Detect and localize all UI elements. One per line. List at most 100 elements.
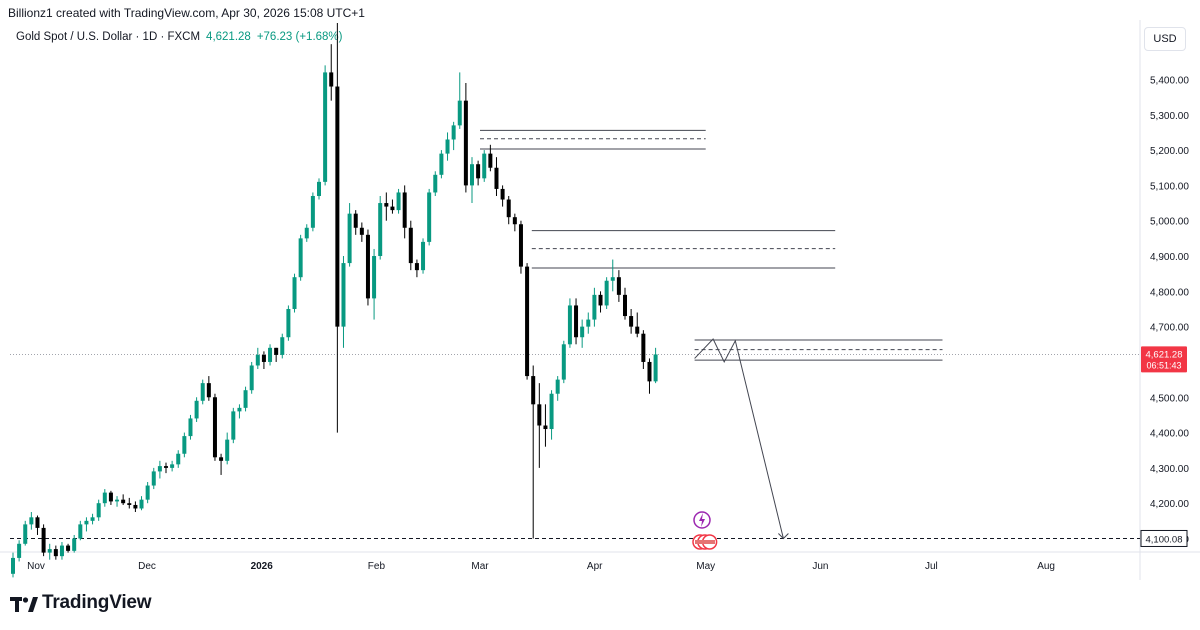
candle-body bbox=[476, 164, 481, 179]
current-price-label: 4,621.28 bbox=[1146, 349, 1183, 360]
candle-body bbox=[482, 153, 487, 179]
candle-body bbox=[206, 383, 211, 398]
candle-body bbox=[457, 100, 462, 126]
x-tick-label: Jul bbox=[925, 561, 938, 572]
candle-body bbox=[567, 305, 572, 345]
chart-attribution: Billionz1 created with TradingView.com, … bbox=[8, 6, 365, 20]
candle-body bbox=[17, 543, 22, 558]
symbol-name: Gold Spot / U.S. Dollar · 1D · FXCM bbox=[16, 31, 201, 43]
candle-body bbox=[11, 557, 15, 574]
legend-price: 4,621.28 bbox=[206, 31, 251, 43]
candle-body bbox=[108, 492, 113, 502]
projection-path[interactable] bbox=[694, 338, 784, 539]
candle-body bbox=[463, 100, 468, 186]
candle-body bbox=[292, 277, 297, 309]
candle-body bbox=[335, 86, 340, 327]
candle-body bbox=[170, 464, 175, 468]
tradingview-wordmark: TradingView bbox=[42, 592, 152, 613]
y-tick-label: 4,200.00 bbox=[1150, 499, 1189, 510]
x-tick-label: Jun bbox=[812, 561, 828, 572]
candle-body bbox=[378, 203, 383, 257]
candle-body bbox=[212, 397, 217, 458]
y-tick-label: 5,000.00 bbox=[1150, 217, 1189, 228]
candle-body bbox=[261, 354, 266, 362]
y-tick-label: 4,400.00 bbox=[1150, 429, 1189, 440]
candle-body bbox=[53, 549, 58, 557]
candle-body bbox=[610, 277, 615, 281]
y-tick-label: 5,200.00 bbox=[1150, 146, 1189, 157]
symbol-legend: Gold Spot / U.S. Dollar · 1D · FXCM 4,621… bbox=[16, 31, 342, 43]
candle-body bbox=[115, 499, 120, 502]
currency-button[interactable]: USD bbox=[1144, 27, 1186, 51]
candle-body bbox=[433, 174, 438, 193]
candle-body bbox=[310, 195, 315, 228]
candle-body bbox=[194, 400, 199, 419]
candle-body bbox=[549, 393, 554, 430]
candle-body bbox=[616, 277, 621, 295]
candle-body bbox=[145, 485, 150, 500]
candle-body bbox=[47, 549, 52, 553]
target-price-label: 4,100.08 bbox=[1146, 534, 1183, 545]
y-tick-label: 4,800.00 bbox=[1150, 287, 1189, 298]
candle-body bbox=[286, 308, 291, 338]
candle-body bbox=[23, 524, 28, 544]
candle-body bbox=[237, 407, 242, 412]
candle-body bbox=[243, 390, 248, 408]
candle-body bbox=[592, 294, 597, 320]
x-tick-label: May bbox=[696, 561, 715, 572]
candle-body bbox=[537, 404, 542, 426]
candle-body bbox=[29, 517, 34, 525]
candle-body bbox=[402, 192, 407, 228]
candle-body bbox=[176, 453, 181, 465]
candle-body bbox=[188, 418, 193, 437]
tradingview-logo: TradingView bbox=[10, 592, 152, 614]
projection-arrowhead bbox=[778, 533, 789, 540]
current-price-label-box bbox=[1141, 346, 1187, 373]
candle-body bbox=[604, 280, 609, 306]
candle-body bbox=[390, 206, 395, 211]
x-tick-label: 2026 bbox=[251, 561, 274, 572]
candle-body bbox=[623, 294, 627, 317]
candle-body bbox=[225, 439, 230, 461]
candle-body bbox=[139, 499, 144, 509]
candle-body bbox=[451, 125, 456, 140]
candle-body bbox=[96, 503, 101, 518]
candle-body bbox=[439, 153, 444, 175]
candle-body bbox=[408, 227, 413, 264]
target-price-label-box bbox=[1140, 529, 1188, 547]
candle-body bbox=[231, 411, 236, 440]
candle-body bbox=[445, 139, 450, 154]
candle-body bbox=[470, 164, 474, 186]
candle-body bbox=[249, 365, 254, 391]
candle-body bbox=[353, 213, 358, 228]
candle-body bbox=[647, 361, 652, 382]
candle-body bbox=[506, 199, 511, 218]
candle-body bbox=[200, 383, 205, 401]
candle-body bbox=[396, 192, 401, 211]
x-tick-label: Apr bbox=[587, 561, 603, 572]
candle-body bbox=[518, 224, 523, 267]
candle-body bbox=[151, 471, 156, 486]
candle-body bbox=[580, 326, 585, 338]
y-tick-label: 5,400.00 bbox=[1150, 75, 1189, 86]
candle-body bbox=[494, 167, 499, 189]
candle-body bbox=[102, 492, 107, 504]
candle-body bbox=[512, 217, 517, 225]
y-tick-label: 4,300.00 bbox=[1150, 464, 1189, 475]
candle-body bbox=[41, 527, 46, 553]
candle-body bbox=[219, 457, 224, 461]
candle-body bbox=[574, 305, 579, 338]
x-tick-label: Aug bbox=[1037, 561, 1055, 572]
y-tick-label: 5,300.00 bbox=[1150, 111, 1189, 122]
candle-body bbox=[72, 538, 77, 551]
candle-body bbox=[127, 503, 132, 505]
candle-body bbox=[488, 153, 493, 168]
candle-body bbox=[182, 436, 187, 454]
candle-body bbox=[372, 256, 377, 299]
candle-body bbox=[525, 266, 530, 377]
candle-body bbox=[157, 466, 162, 472]
candle-body bbox=[268, 347, 273, 362]
tradingview-logo-icon bbox=[10, 597, 38, 612]
price-chart[interactable]: 4,100.004,200.004,300.004,400.004,500.00… bbox=[0, 0, 1200, 580]
candle-body bbox=[84, 520, 89, 525]
